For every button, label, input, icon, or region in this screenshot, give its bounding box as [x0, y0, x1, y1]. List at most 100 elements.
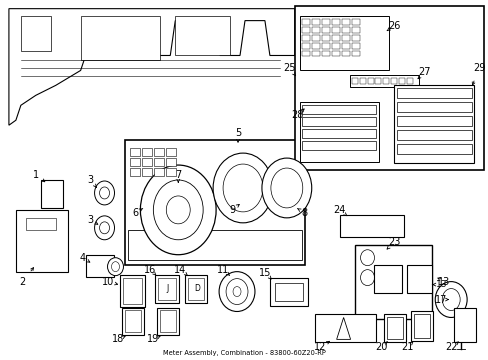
- Bar: [160, 310, 176, 332]
- Bar: [120, 275, 145, 306]
- Bar: [301, 42, 309, 49]
- Bar: [375, 78, 381, 84]
- Text: 8: 8: [301, 208, 307, 218]
- Bar: [351, 19, 359, 24]
- Bar: [407, 265, 431, 293]
- Bar: [301, 105, 376, 114]
- Ellipse shape: [213, 153, 272, 223]
- Text: D: D: [194, 284, 200, 293]
- Bar: [413, 315, 429, 338]
- Text: 22: 22: [444, 342, 456, 352]
- Bar: [122, 307, 144, 336]
- Bar: [311, 19, 319, 24]
- Text: 21: 21: [400, 342, 413, 352]
- Bar: [155, 275, 179, 302]
- Bar: [359, 78, 365, 84]
- Bar: [321, 35, 329, 41]
- Bar: [390, 78, 397, 84]
- Text: 13: 13: [437, 276, 449, 287]
- Bar: [341, 19, 349, 24]
- Polygon shape: [9, 9, 294, 125]
- Bar: [185, 275, 207, 302]
- Text: 19: 19: [147, 334, 159, 345]
- Bar: [299, 15, 388, 71]
- Bar: [301, 27, 309, 32]
- Bar: [341, 50, 349, 57]
- Text: 20: 20: [374, 342, 387, 352]
- Bar: [166, 168, 176, 176]
- Bar: [301, 129, 376, 138]
- Text: 24: 24: [333, 205, 345, 215]
- Ellipse shape: [107, 258, 123, 276]
- Bar: [453, 307, 475, 342]
- Bar: [294, 6, 483, 170]
- Bar: [311, 27, 319, 32]
- Ellipse shape: [219, 272, 254, 311]
- Ellipse shape: [111, 262, 119, 272]
- Ellipse shape: [223, 164, 263, 212]
- Ellipse shape: [140, 165, 216, 255]
- Bar: [314, 315, 376, 342]
- Bar: [410, 311, 432, 341]
- Text: 10: 10: [102, 276, 114, 287]
- Bar: [386, 318, 403, 339]
- Text: 14: 14: [174, 265, 186, 275]
- Text: 3: 3: [87, 215, 94, 225]
- Bar: [351, 35, 359, 41]
- Text: 16: 16: [144, 265, 156, 275]
- Text: J: J: [166, 284, 168, 293]
- Bar: [274, 283, 302, 301]
- Bar: [407, 78, 412, 84]
- Bar: [321, 42, 329, 49]
- Bar: [142, 168, 152, 176]
- Bar: [142, 148, 152, 156]
- Bar: [331, 35, 339, 41]
- Bar: [349, 75, 419, 87]
- Text: 12: 12: [313, 342, 325, 352]
- Bar: [321, 27, 329, 32]
- Bar: [154, 158, 164, 166]
- Bar: [125, 310, 141, 332]
- Text: 26: 26: [387, 21, 400, 31]
- Bar: [157, 307, 179, 336]
- Ellipse shape: [100, 187, 109, 199]
- Bar: [188, 278, 203, 300]
- Bar: [397, 116, 471, 126]
- Bar: [341, 42, 349, 49]
- Bar: [123, 278, 142, 303]
- Bar: [16, 210, 67, 272]
- Bar: [301, 141, 376, 150]
- Text: 9: 9: [228, 205, 235, 215]
- Bar: [301, 50, 309, 57]
- Bar: [301, 117, 376, 126]
- Bar: [130, 168, 140, 176]
- Ellipse shape: [262, 158, 311, 218]
- Bar: [26, 218, 56, 230]
- Text: 25: 25: [283, 63, 295, 73]
- Bar: [21, 15, 51, 50]
- Ellipse shape: [94, 216, 114, 240]
- Text: 1: 1: [33, 170, 39, 180]
- Bar: [41, 180, 62, 208]
- Text: 5: 5: [234, 128, 241, 138]
- Bar: [383, 78, 388, 84]
- Bar: [341, 27, 349, 32]
- Text: 11: 11: [217, 265, 229, 275]
- Bar: [339, 215, 404, 237]
- Bar: [166, 148, 176, 156]
- Ellipse shape: [270, 168, 302, 208]
- Bar: [321, 19, 329, 24]
- Text: 3: 3: [87, 175, 94, 185]
- Bar: [321, 50, 329, 57]
- Ellipse shape: [233, 287, 241, 297]
- Text: 6: 6: [132, 208, 138, 218]
- Bar: [128, 230, 301, 260]
- Bar: [21, 215, 62, 267]
- Bar: [354, 245, 431, 319]
- Bar: [397, 130, 471, 140]
- Text: 18: 18: [112, 334, 124, 345]
- Text: 29: 29: [472, 63, 484, 73]
- Ellipse shape: [94, 181, 114, 205]
- Bar: [301, 35, 309, 41]
- Text: 2: 2: [20, 276, 26, 287]
